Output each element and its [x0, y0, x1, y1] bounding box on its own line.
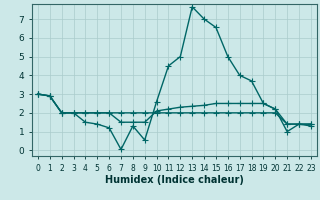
X-axis label: Humidex (Indice chaleur): Humidex (Indice chaleur) — [105, 175, 244, 185]
